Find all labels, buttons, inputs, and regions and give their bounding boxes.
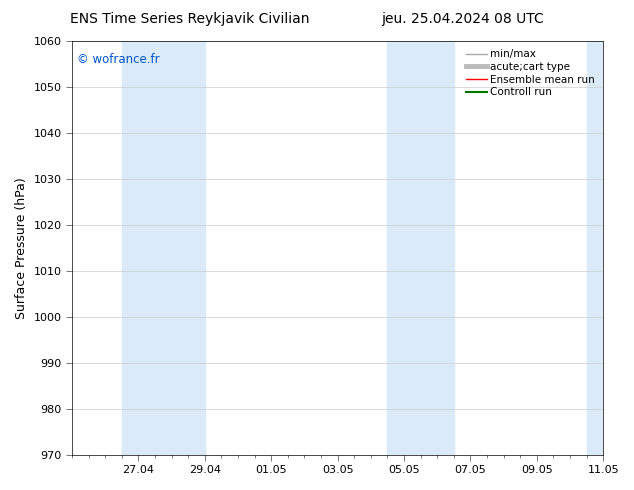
Text: jeu. 25.04.2024 08 UTC: jeu. 25.04.2024 08 UTC <box>382 12 544 26</box>
Bar <box>138 41 205 455</box>
Legend: min/max, acute;cart type, Ensemble mean run, Controll run: min/max, acute;cart type, Ensemble mean … <box>463 46 598 100</box>
Y-axis label: Surface Pressure (hPa): Surface Pressure (hPa) <box>15 177 28 318</box>
Text: ENS Time Series Reykjavik Civilian: ENS Time Series Reykjavik Civilian <box>70 12 310 26</box>
Bar <box>420 41 454 455</box>
Bar <box>387 41 420 455</box>
Bar <box>122 41 138 455</box>
Text: © wofrance.fr: © wofrance.fr <box>77 53 160 67</box>
Bar <box>586 41 603 455</box>
